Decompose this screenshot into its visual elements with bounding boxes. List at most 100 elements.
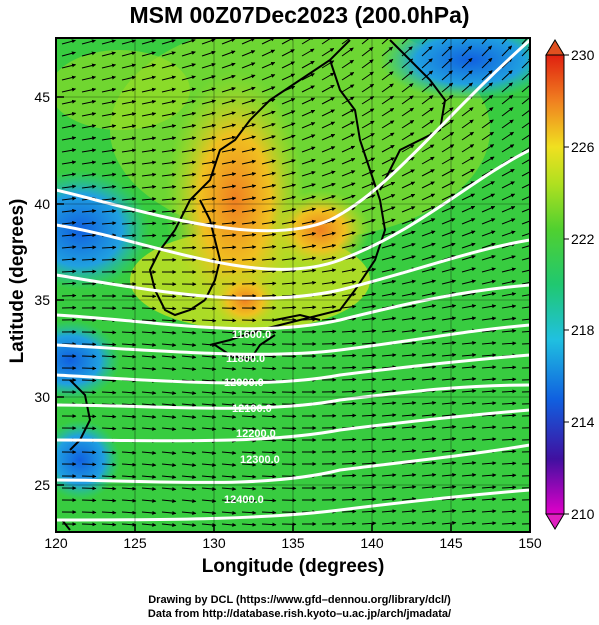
wind-vector <box>521 183 530 189</box>
wind-vector <box>141 474 157 479</box>
wind-vector <box>401 119 415 129</box>
wind-vector <box>381 279 397 285</box>
wind-vector <box>261 244 277 249</box>
wind-vector <box>241 269 257 274</box>
wind-vector <box>501 82 513 93</box>
wind-vector <box>301 305 317 310</box>
wind-vector <box>121 414 137 419</box>
wind-vector <box>241 414 257 419</box>
wind-vector <box>61 99 77 105</box>
wind-vector <box>481 509 497 514</box>
wind-vector <box>341 133 355 141</box>
wind-vector <box>101 522 117 527</box>
wind-vector <box>481 94 494 105</box>
wind-vector <box>421 279 436 285</box>
wind-vector <box>301 268 317 273</box>
wind-vector <box>161 75 176 81</box>
wind-vector <box>401 497 417 502</box>
colorbar-max-arrow <box>545 39 565 56</box>
wind-vector <box>501 328 517 333</box>
wind-vector <box>201 498 217 503</box>
wind-vector <box>401 461 417 466</box>
wind-vector <box>301 97 316 105</box>
wind-vector <box>461 291 477 297</box>
wind-vector <box>81 522 97 527</box>
wind-vector <box>421 156 435 165</box>
wind-vector <box>521 318 530 321</box>
wind-vector <box>521 195 530 201</box>
wind-vector <box>441 156 455 165</box>
wind-vector <box>221 510 237 515</box>
wind-vector <box>141 75 156 81</box>
wind-vector <box>481 425 497 430</box>
credit-drawing: Drawing by DCL (https://www.gfd–dennou.o… <box>148 594 451 606</box>
wind-vector <box>121 221 137 226</box>
wind-vector <box>381 485 397 490</box>
wind-vector <box>261 110 276 117</box>
wind-vector <box>341 449 357 454</box>
wind-vector <box>361 521 377 526</box>
wind-vector <box>461 389 477 394</box>
wind-vector <box>441 131 455 141</box>
wind-vector <box>221 62 236 69</box>
wind-vector <box>101 354 117 359</box>
wind-vector <box>361 485 377 490</box>
wind-vector <box>161 51 176 57</box>
wind-vector <box>461 401 477 406</box>
wind-vector <box>341 389 357 394</box>
wind-vector <box>381 83 394 93</box>
wind-vector <box>521 294 530 297</box>
wind-vector <box>61 148 77 153</box>
wind-vector <box>361 292 377 297</box>
wind-vector <box>101 426 117 431</box>
wind-vector <box>341 521 357 526</box>
wind-vector <box>421 230 436 237</box>
wind-vector <box>201 184 217 189</box>
wind-vector <box>161 160 177 165</box>
wind-vector <box>421 508 437 513</box>
wind-vector <box>381 132 395 141</box>
wind-vector <box>61 208 77 213</box>
wind-vector <box>441 496 457 501</box>
wind-vector <box>341 71 355 81</box>
wind-vector <box>361 255 376 261</box>
wind-vector <box>261 402 277 407</box>
wind-vector <box>321 329 337 334</box>
wind-vector <box>121 486 137 491</box>
wind-vector <box>481 377 497 382</box>
wind-vector <box>81 99 97 105</box>
wind-vector <box>421 424 437 429</box>
wind-vector <box>401 473 417 478</box>
wind-vector <box>161 415 177 420</box>
wind-vector <box>201 135 217 141</box>
wind-vector <box>501 70 513 81</box>
wind-vector <box>501 377 517 382</box>
wind-vector <box>401 132 415 141</box>
wind-vector <box>521 57 530 69</box>
wind-vector <box>161 221 177 226</box>
wind-vector <box>81 354 97 359</box>
wind-vector <box>421 412 437 417</box>
wind-vector <box>501 413 517 418</box>
wind-vector <box>401 316 417 321</box>
wind-vector <box>421 144 435 153</box>
wind-vector <box>261 74 276 81</box>
wind-vector <box>481 205 496 213</box>
contour-label: 12100.0 <box>232 403 272 415</box>
wind-vector <box>121 426 137 431</box>
wind-vector <box>321 231 336 237</box>
contour-label: 11600.0 <box>232 329 271 341</box>
colorbar-tick-label: 218 <box>571 322 595 338</box>
wind-vector <box>481 497 497 502</box>
wind-vector <box>421 181 435 189</box>
wind-vector <box>261 135 276 141</box>
wind-vector <box>221 342 237 347</box>
wind-vector <box>221 426 237 431</box>
wind-vector <box>261 438 277 443</box>
wind-vector <box>141 172 157 177</box>
wind-vector <box>421 472 437 477</box>
wind-vector <box>101 330 117 335</box>
wind-vector <box>121 498 137 503</box>
wind-vector <box>361 218 376 225</box>
wind-vector <box>321 182 336 189</box>
